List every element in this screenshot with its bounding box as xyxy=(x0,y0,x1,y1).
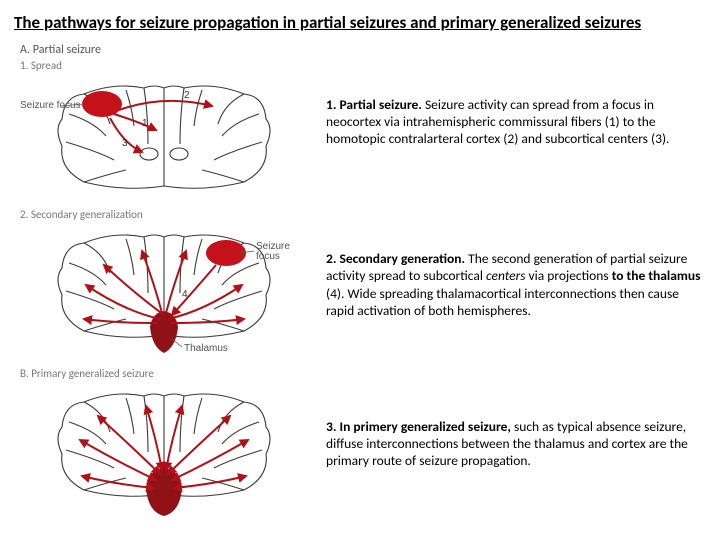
diagram-primary: B. Primary generalized seizure xyxy=(14,367,314,520)
lead-3: 3. In primery generalized seizure, xyxy=(326,418,511,435)
text-secondary: 2. Secondary generation. The second gene… xyxy=(314,250,702,319)
focus-label-a: Seizure focus xyxy=(20,100,81,111)
svg-text:2: 2 xyxy=(184,90,190,101)
text-partial: 1. Partial seizure. Seizure activity can… xyxy=(314,96,702,148)
diagram-b-label: 2. Secondary generalization xyxy=(20,208,314,221)
diagram-secondary: 2. Secondary generalization xyxy=(14,208,314,361)
svg-text:1: 1 xyxy=(142,118,148,129)
row-secondary-gen: 2. Secondary generalization xyxy=(14,208,702,361)
diagram-partial: A. Partial seizure 1. Spread xyxy=(14,41,314,202)
lead-1: 1. Partial seizure. xyxy=(326,96,422,113)
diagram-a-sublabel: 1. Spread xyxy=(20,59,314,72)
thalamus-label: Thalamus xyxy=(184,343,228,354)
brain-svg-c xyxy=(14,382,314,520)
svg-text:3: 3 xyxy=(122,138,128,149)
svg-text:focus: focus xyxy=(256,251,280,262)
diagram-a-label: A. Partial seizure xyxy=(20,43,314,57)
text-primary: 3. In primery generalized seizure, such … xyxy=(314,418,702,470)
row-partial-seizure: A. Partial seizure 1. Spread xyxy=(14,41,702,202)
lead-2: 2. Secondary generation. xyxy=(326,250,465,267)
brain-svg-b: 4 Seizure focus Thalamus xyxy=(14,223,314,361)
brain-svg-a: 1 2 3 Seizure focus xyxy=(14,74,314,202)
page-title: The pathways for seizure propagation in … xyxy=(14,12,702,33)
row-primary-gen: B. Primary generalized seizure xyxy=(14,367,702,520)
slide: The pathways for seizure propagation in … xyxy=(0,0,720,538)
diagram-c-label: B. Primary generalized seizure xyxy=(20,367,314,380)
svg-text:4: 4 xyxy=(182,289,188,300)
